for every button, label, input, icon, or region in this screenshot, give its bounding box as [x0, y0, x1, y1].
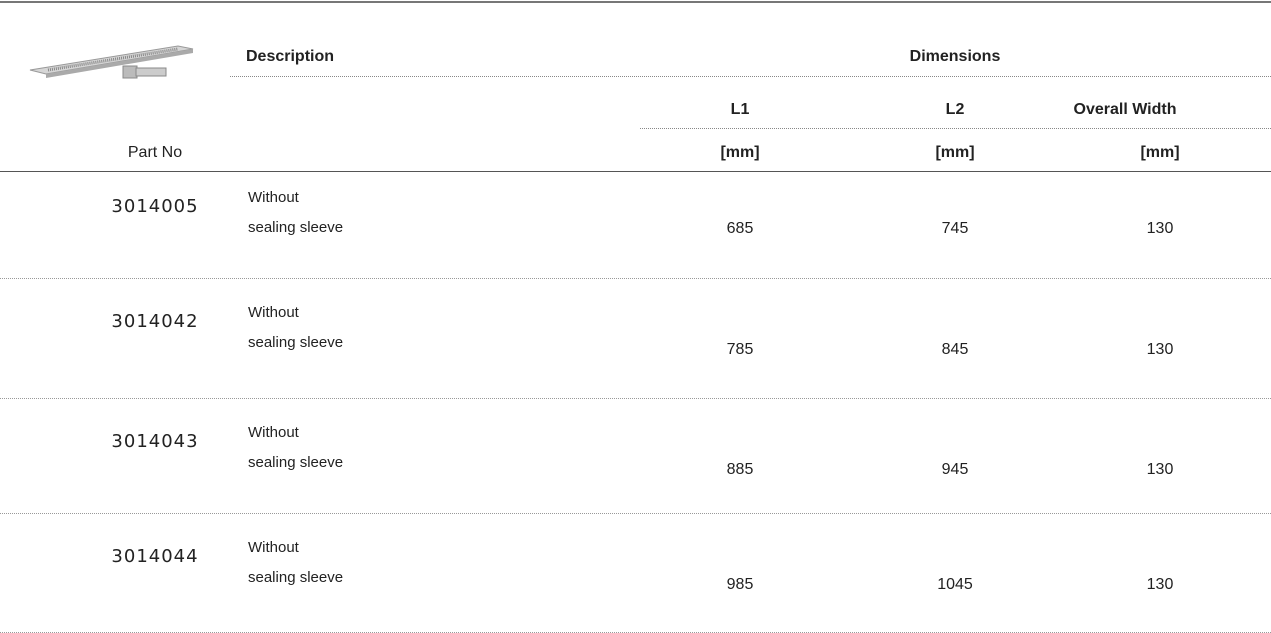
- part-number: 3014043: [111, 431, 199, 452]
- top-rule: [0, 1, 1271, 3]
- part-no-header: Part No: [127, 144, 183, 161]
- column-unit: [mm]: [1140, 144, 1180, 161]
- part-number: 3014044: [111, 546, 199, 567]
- description-line: sealing sleeve: [248, 334, 344, 351]
- dimension-value: 945: [941, 461, 969, 478]
- dimension-value: 685: [726, 220, 754, 237]
- column-unit: [mm]: [720, 144, 760, 161]
- column-name: L1: [730, 101, 750, 118]
- row-rule: [0, 513, 1271, 514]
- description-header: Description: [246, 48, 335, 65]
- dotted-rule: [230, 76, 1271, 77]
- dimension-value: 130: [1146, 576, 1174, 593]
- product-image: [29, 45, 194, 79]
- dimensions-header: Dimensions: [909, 48, 1001, 65]
- row-rule: [0, 278, 1271, 279]
- dimension-value: 130: [1146, 341, 1174, 358]
- description-line: Without: [248, 539, 299, 556]
- header-rule: [0, 171, 1271, 172]
- dimension-value: 745: [941, 220, 969, 237]
- description-line: Without: [248, 424, 299, 441]
- column-name: Overall Width: [1073, 101, 1177, 118]
- description-line: sealing sleeve: [248, 454, 344, 471]
- column-name: L2: [945, 101, 965, 118]
- description-line: Without: [248, 304, 299, 321]
- dimension-value: 985: [726, 576, 754, 593]
- dimension-value: 130: [1146, 220, 1174, 237]
- column-unit: [mm]: [935, 144, 975, 161]
- description-line: sealing sleeve: [248, 219, 344, 236]
- dimension-value: 130: [1146, 461, 1174, 478]
- dimension-value: 845: [941, 341, 969, 358]
- dimension-value: 1045: [937, 576, 973, 593]
- part-number: 3014042: [111, 311, 199, 332]
- row-rule: [0, 398, 1271, 399]
- description-line: sealing sleeve: [248, 569, 344, 586]
- description-line: Without: [248, 189, 299, 206]
- part-number: 3014005: [111, 196, 199, 217]
- dotted-rule: [640, 128, 1271, 129]
- dimension-value: 785: [726, 341, 754, 358]
- dimension-value: 885: [726, 461, 754, 478]
